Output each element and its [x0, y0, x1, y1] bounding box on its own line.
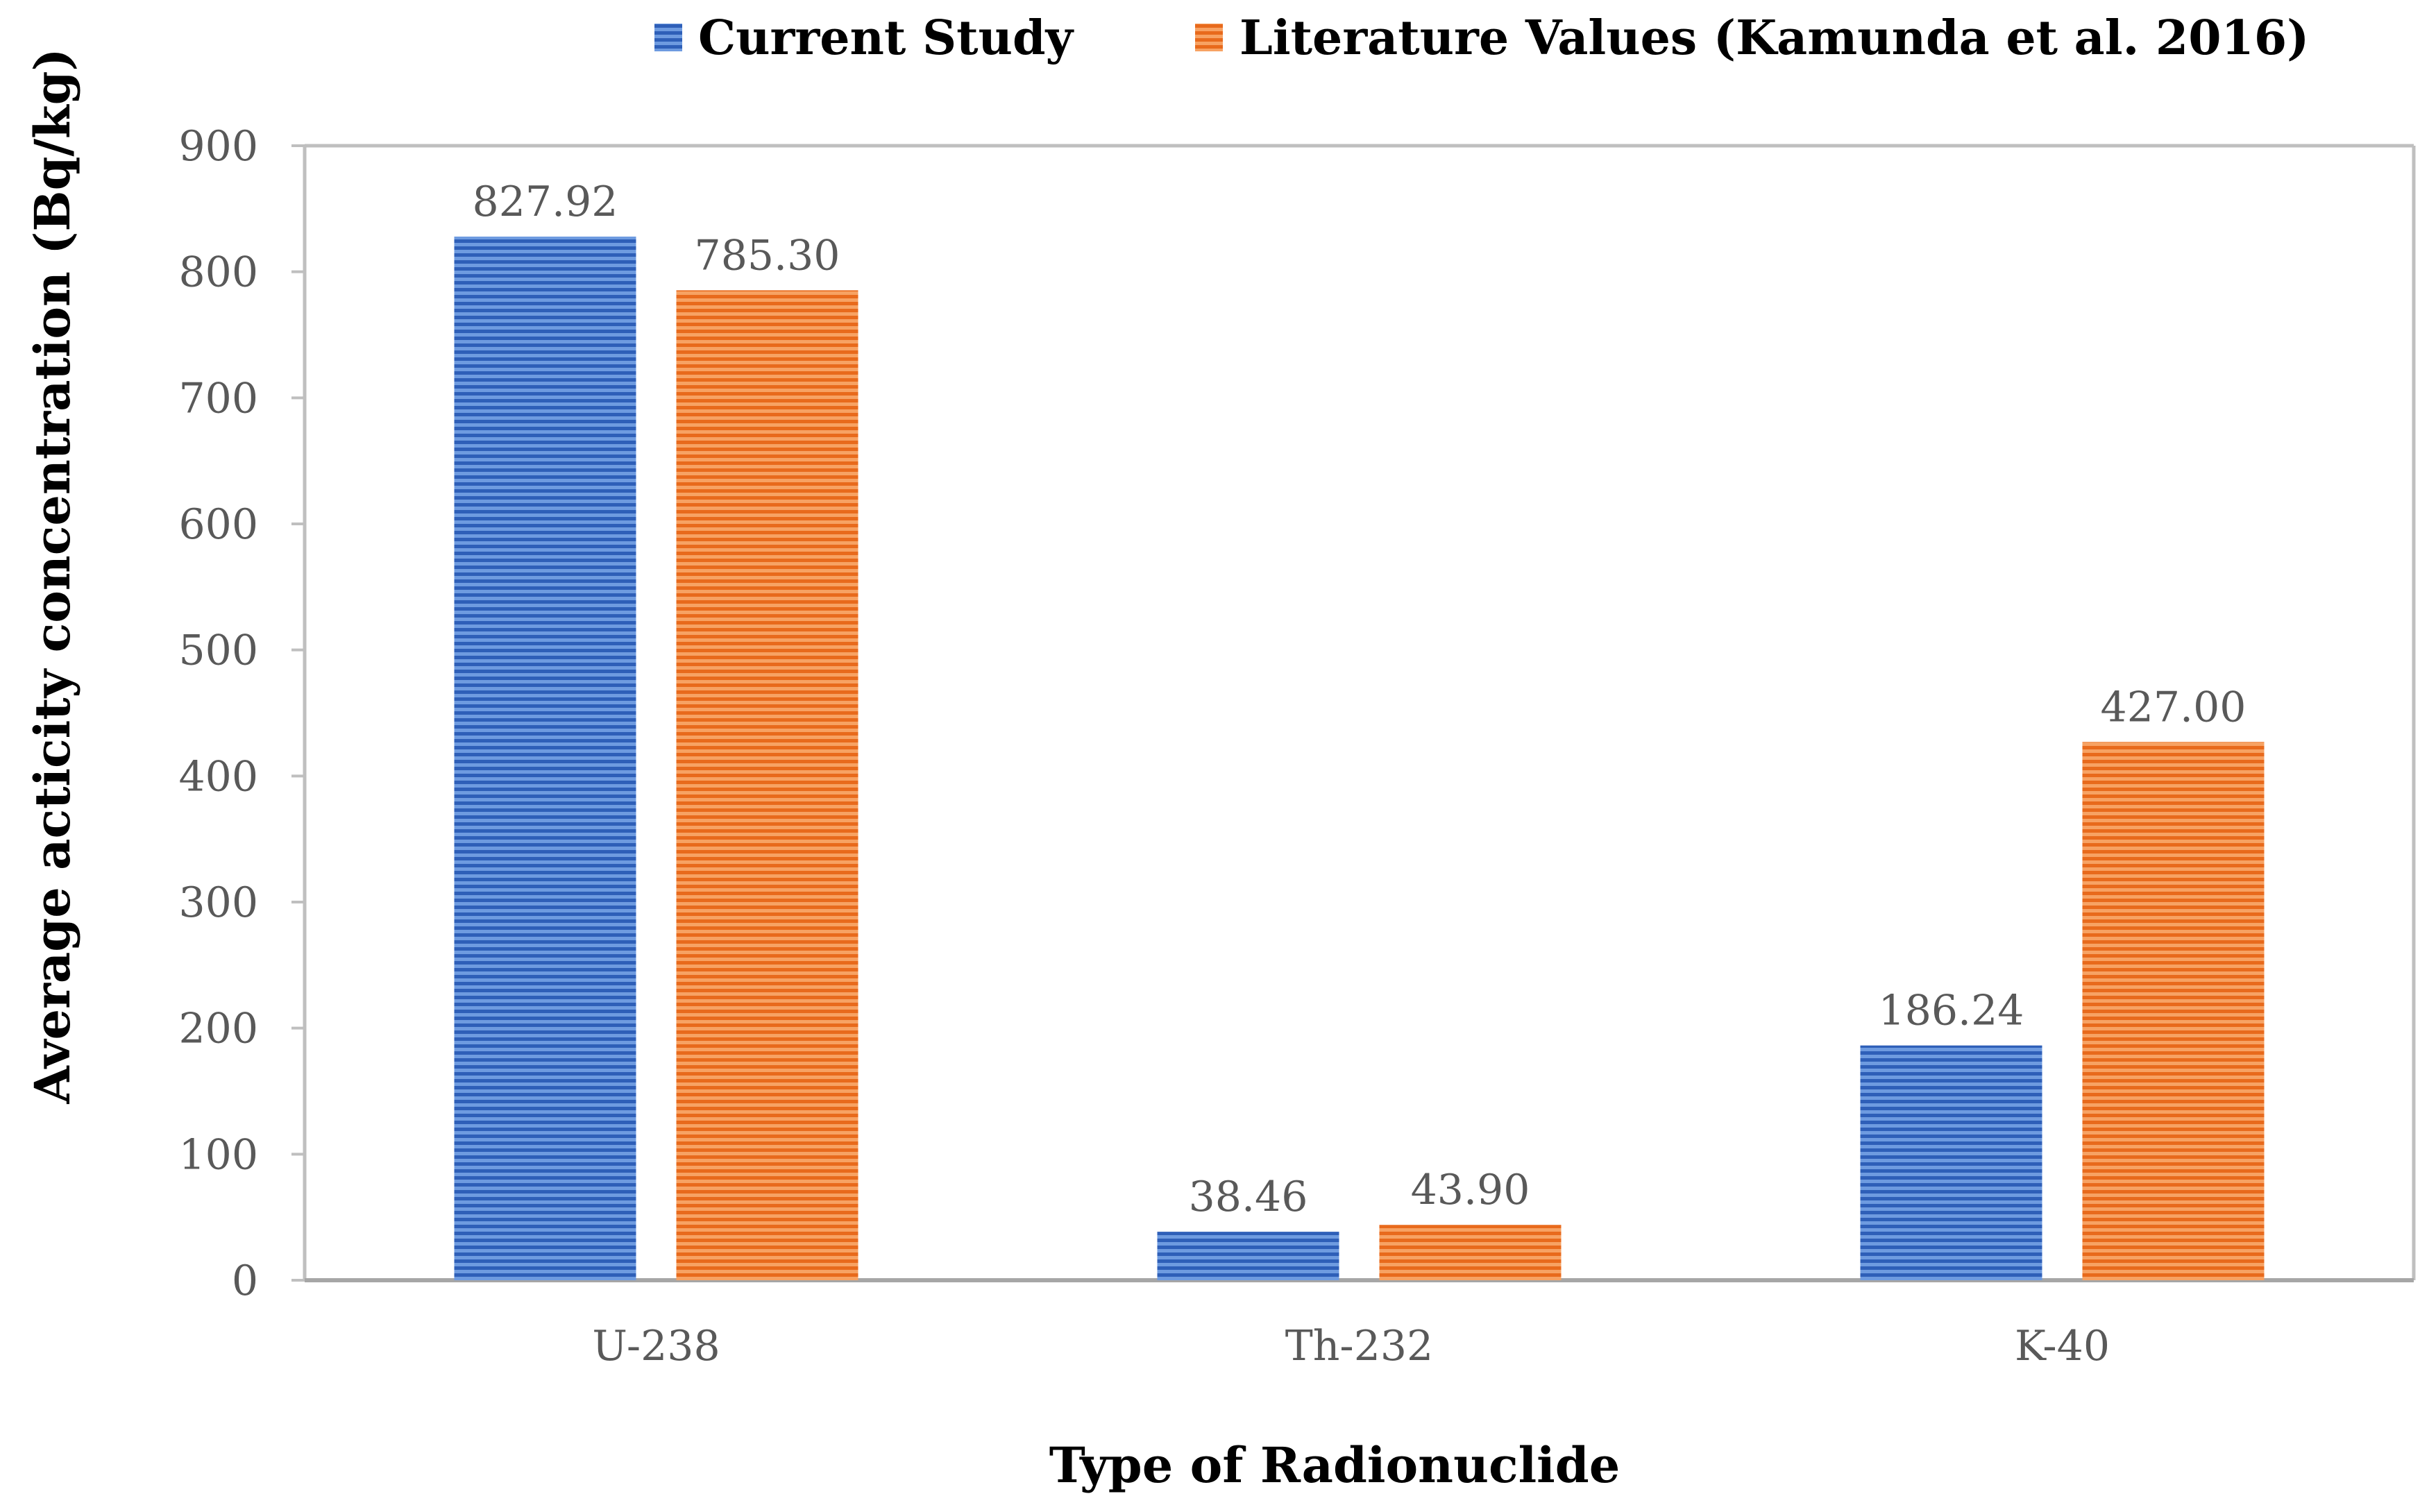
y-tick-label: 400 — [178, 752, 258, 801]
y-tick-label: 100 — [178, 1130, 258, 1179]
x-category-label: U-238 — [592, 1322, 720, 1370]
legend-label-current-study: Current Study — [698, 10, 1075, 66]
y-tick-label: 0 — [232, 1257, 258, 1305]
data-label-literature-values-k-40: 427.00 — [2101, 683, 2246, 731]
bar-current-study-th-232 — [1157, 1232, 1339, 1280]
bar-current-study-k-40 — [1860, 1045, 2042, 1280]
legend-swatch-literature-values — [1195, 24, 1223, 51]
bar-literature-values-th-232 — [1379, 1225, 1562, 1280]
y-tick-label: 500 — [178, 627, 258, 675]
x-category-label: Th-232 — [1285, 1322, 1433, 1370]
bars — [454, 236, 2265, 1281]
bar-literature-values-u-238 — [676, 290, 858, 1280]
y-tick-label: 700 — [178, 374, 258, 423]
data-label-current-study-k-40: 186.24 — [1879, 987, 2024, 1035]
data-label-current-study-th-232: 38.46 — [1189, 1173, 1308, 1221]
data-label-literature-values-th-232: 43.90 — [1411, 1166, 1530, 1214]
x-axis-title: Type of Radionuclide — [1049, 1436, 1621, 1494]
legend-label-literature-values: Literature Values (Kamunda et al. 2016) — [1239, 10, 2309, 66]
y-tick-label: 800 — [178, 248, 258, 297]
data-labels: 827.92 785.30 38.46 43.90 186.24 427.00 — [473, 178, 2246, 1221]
legend-swatch-current-study — [654, 24, 682, 51]
y-tick-label: 200 — [178, 1005, 258, 1053]
x-category-label: K-40 — [2015, 1322, 2110, 1370]
data-label-literature-values-u-238: 785.30 — [695, 231, 840, 280]
y-axis-title: Average acticity concentration (Bq/kg) — [24, 48, 81, 1104]
y-tick-label: 900 — [178, 122, 258, 171]
data-label-current-study-u-238: 827.92 — [473, 178, 618, 226]
plot-frame — [303, 144, 2416, 1282]
bar-literature-values-k-40 — [2082, 742, 2265, 1280]
y-tick-label: 300 — [178, 878, 258, 927]
y-tick-label: 600 — [178, 500, 258, 549]
y-axis-ticks: 0 100 200 300 400 500 600 700 800 900 — [178, 122, 305, 1305]
x-axis-category-labels: U-238 Th-232 K-40 — [592, 1322, 2110, 1370]
bar-current-study-u-238 — [454, 236, 636, 1281]
legend: Current Study Literature Values (Kamunda… — [654, 10, 2309, 66]
